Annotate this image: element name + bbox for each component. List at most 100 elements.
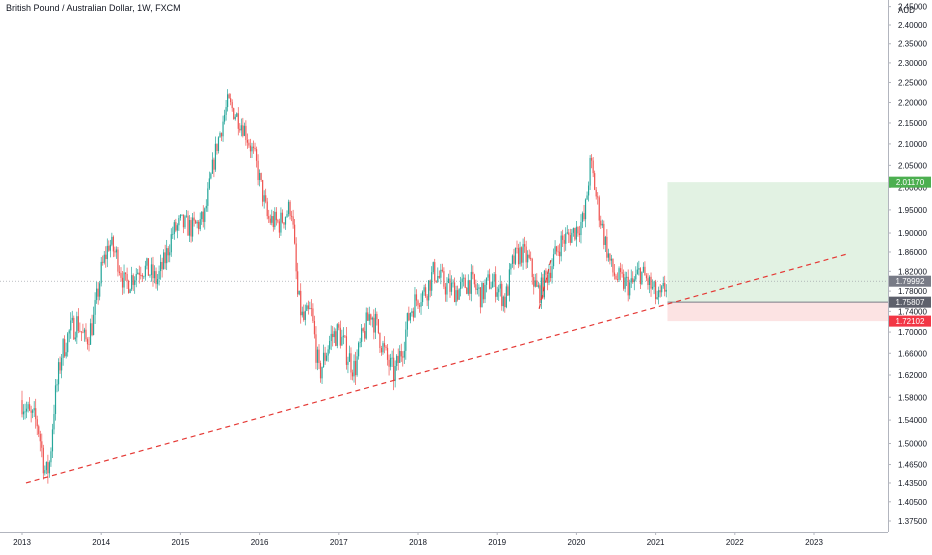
candle — [607, 248, 609, 262]
candle — [143, 275, 145, 280]
candle — [484, 279, 486, 303]
candle — [126, 267, 128, 289]
candle — [117, 246, 119, 277]
candle — [405, 321, 407, 360]
candle — [609, 253, 611, 265]
candle — [268, 209, 270, 223]
candle — [103, 251, 105, 265]
candle — [292, 209, 294, 229]
candle — [595, 186, 597, 200]
candle — [202, 205, 204, 228]
candle — [488, 268, 491, 290]
candle — [345, 327, 348, 370]
candle — [571, 229, 573, 244]
candle — [513, 248, 515, 270]
candle — [358, 341, 360, 360]
candle — [71, 310, 73, 324]
candle — [591, 154, 593, 169]
candle — [443, 267, 445, 290]
candle — [487, 270, 489, 281]
candle — [641, 271, 643, 286]
candle — [638, 260, 640, 276]
candle — [316, 346, 319, 371]
candle — [207, 182, 209, 212]
candle — [201, 211, 203, 225]
y-tick-label: 1.70000 — [898, 328, 927, 337]
candle — [70, 312, 72, 339]
candle — [96, 281, 98, 304]
candle — [147, 258, 150, 276]
candle — [128, 279, 130, 294]
candle — [42, 444, 44, 480]
candle — [327, 345, 329, 362]
candle — [453, 277, 456, 303]
candle — [307, 300, 309, 315]
candle — [259, 169, 261, 187]
profit-target-zone[interactable] — [667, 182, 888, 303]
candle — [566, 225, 568, 235]
candle — [426, 294, 428, 307]
candle — [287, 199, 290, 217]
candle — [351, 369, 354, 381]
candle — [246, 133, 249, 149]
candle — [67, 332, 69, 357]
main-trendline[interactable] — [25, 253, 846, 484]
candle — [59, 356, 61, 374]
candle — [610, 254, 613, 267]
candle — [141, 273, 143, 282]
last-price-label[interactable]: 1.79992 — [889, 275, 931, 287]
candle — [528, 249, 530, 260]
candle — [22, 404, 25, 420]
stop-loss-zone[interactable] — [667, 302, 888, 322]
candle — [255, 146, 258, 168]
candle — [536, 273, 538, 287]
stop-price-label[interactable]: 1.72102 — [889, 315, 931, 327]
candle — [478, 284, 480, 297]
candle — [234, 114, 236, 121]
target-price-label[interactable]: 2.01170 — [889, 176, 931, 188]
candle — [665, 284, 667, 298]
candle — [310, 299, 312, 317]
candle — [598, 195, 600, 228]
candle — [534, 273, 536, 288]
candle — [160, 254, 162, 280]
candle — [396, 354, 398, 371]
candle — [240, 118, 242, 137]
candle — [650, 272, 652, 297]
candle — [432, 261, 434, 275]
candle — [281, 209, 284, 224]
candle — [601, 219, 603, 229]
candle — [574, 227, 576, 242]
candle — [161, 257, 163, 278]
y-tick-label: 1.66000 — [898, 349, 927, 358]
candle — [36, 415, 38, 436]
candle — [134, 276, 136, 294]
candle — [648, 275, 651, 294]
candle — [124, 272, 127, 281]
entry-price-label[interactable]: 1.75807 — [889, 296, 931, 308]
candle — [188, 215, 191, 243]
candle — [164, 244, 166, 270]
candle — [647, 273, 649, 290]
candle — [505, 283, 507, 309]
candle — [243, 122, 245, 137]
candle — [324, 346, 326, 365]
candle — [27, 401, 29, 413]
candle — [173, 219, 175, 240]
candle — [429, 279, 431, 298]
candle — [242, 117, 244, 138]
candle — [613, 263, 616, 280]
candle — [642, 262, 645, 274]
candle — [300, 283, 302, 324]
candle — [108, 240, 110, 252]
candle — [629, 279, 631, 300]
candle — [382, 340, 384, 355]
candle — [339, 320, 341, 349]
candle — [472, 265, 474, 280]
candle — [612, 258, 614, 277]
candle — [298, 290, 300, 296]
candle — [496, 286, 498, 301]
candle — [301, 306, 303, 318]
